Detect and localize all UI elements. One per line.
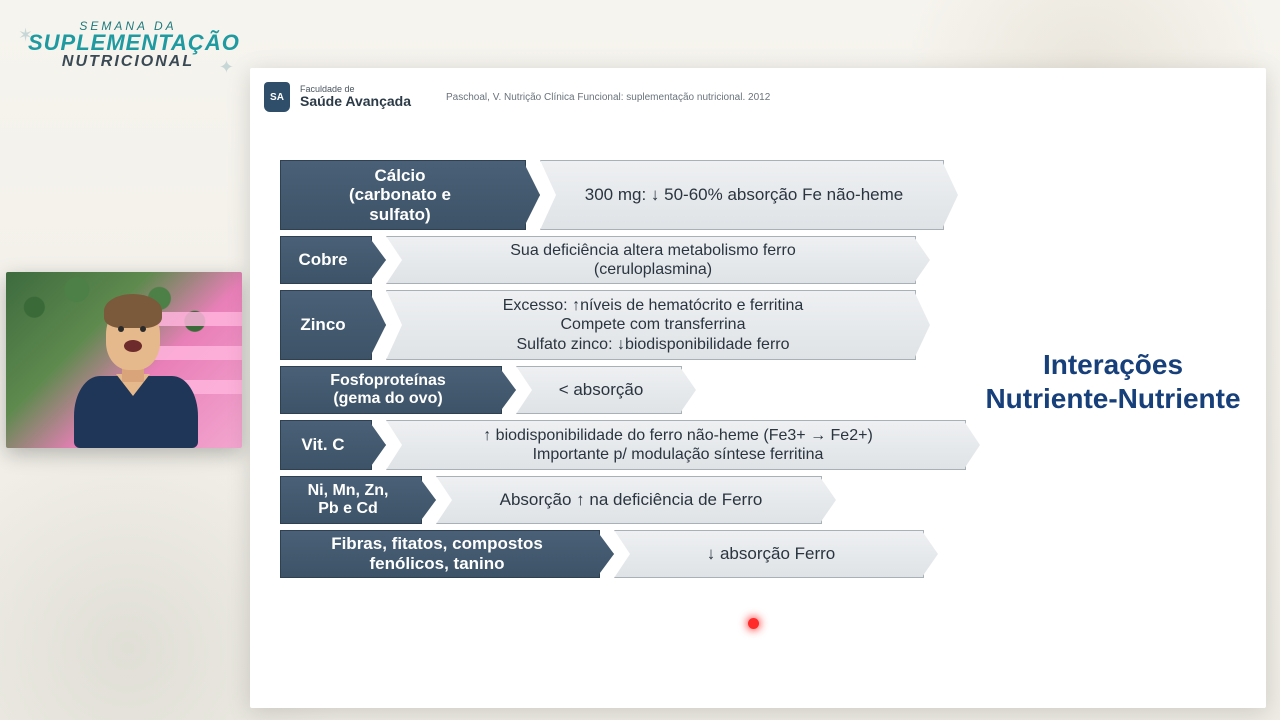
slide-header: SA Faculdade de Saúde Avançada [264, 82, 411, 112]
slide-title-line2: Nutriente-Nutriente [978, 382, 1248, 416]
chart-row-description: Absorção ↑ na deficiência de Ferro [436, 476, 822, 524]
logo-ornament-icon: ✶ [18, 26, 33, 44]
chart-row-label: Ni, Mn, Zn,Pb e Cd [280, 476, 422, 524]
slide-citation: Paschoal, V. Nutrição Clínica Funcional:… [446, 92, 770, 103]
slide-title-line1: Interações [978, 348, 1248, 382]
chart-row: Ni, Mn, Zn,Pb e Cd Absorção ↑ na deficiên… [280, 476, 980, 524]
chart-row: Cálcio(carbonato esulfato)300 mg: ↓ 50-6… [280, 160, 980, 230]
presenter-webcam [6, 272, 242, 448]
chart-row-description: < absorção [516, 366, 682, 414]
chart-row-description: ↑ biodisponibilidade do ferro não-heme (… [386, 420, 966, 470]
institution-name: Faculdade de Saúde Avançada [300, 85, 411, 109]
chart-row: Fosfoproteínas(gema do ovo) < absorção [280, 366, 980, 414]
presenter-figure [66, 288, 206, 448]
interaction-chart: Cálcio(carbonato esulfato)300 mg: ↓ 50-6… [280, 160, 980, 584]
institution-name-line2: Saúde Avançada [300, 94, 411, 109]
chart-row-label: Cálcio(carbonato esulfato) [280, 160, 526, 230]
chart-row-description: ↓ absorção Ferro [614, 530, 924, 578]
chart-row: Fibras, fitatos, compostosfenólicos, tan… [280, 530, 980, 578]
event-logo-line2: SUPLEMENTAÇÃO [28, 32, 228, 54]
chart-row-label: Vit. C [280, 420, 372, 470]
slide-title: Interações Nutriente-Nutriente [978, 348, 1248, 415]
chart-row-description: 300 mg: ↓ 50-60% absorção Fe não-heme [540, 160, 944, 230]
chart-row-label: Zinco [280, 290, 372, 360]
chart-row-label: Fosfoproteínas(gema do ovo) [280, 366, 502, 414]
chart-row-description: Sua deficiência altera metabolismo ferro… [386, 236, 916, 284]
event-logo-line3: NUTRICIONAL [28, 54, 228, 70]
chart-row-label: Fibras, fitatos, compostosfenólicos, tan… [280, 530, 600, 578]
logo-ornament-icon: ✦ [219, 58, 234, 76]
chart-row: ZincoExcesso: ↑níveis de hematócrito e f… [280, 290, 980, 360]
chart-row-description: Excesso: ↑níveis de hematócrito e ferrit… [386, 290, 916, 360]
chart-row-label: Cobre [280, 236, 372, 284]
chart-row: Cobre Sua deficiência altera metabolismo … [280, 236, 980, 284]
event-logo: ✶ SEMANA DA SUPLEMENTAÇÃO NUTRICIONAL ✦ [28, 20, 228, 70]
institution-shield-icon: SA [264, 82, 290, 112]
chart-row: Vit. C ↑ biodisponibilidade do ferro não-… [280, 420, 980, 470]
slide: SA Faculdade de Saúde Avançada Paschoal,… [250, 68, 1266, 708]
laser-pointer-icon [748, 618, 759, 629]
